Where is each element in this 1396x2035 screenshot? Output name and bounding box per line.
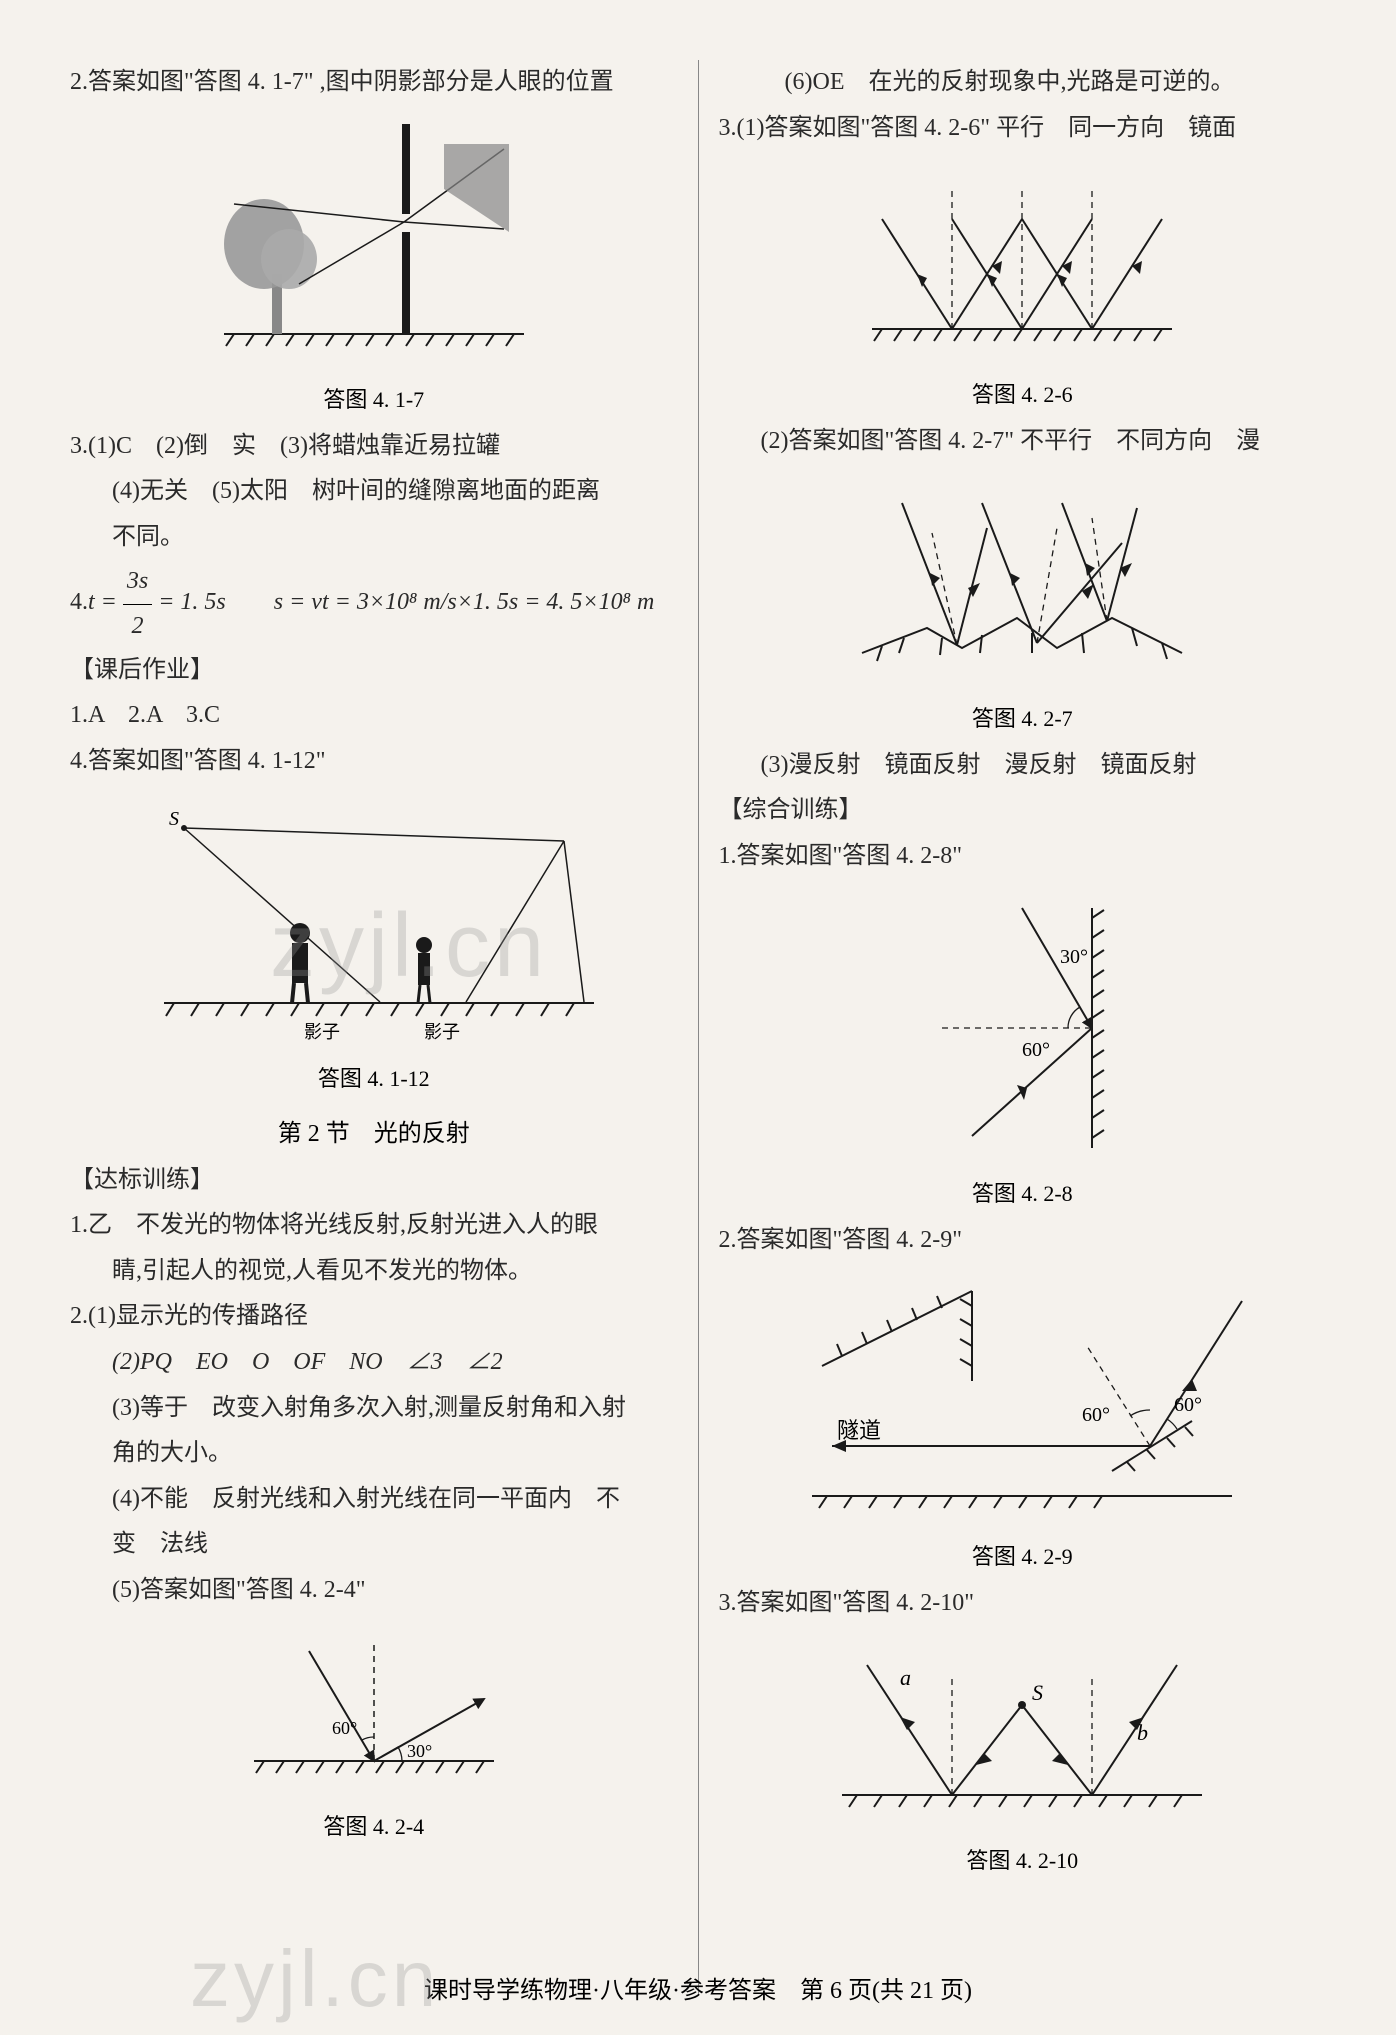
right-q6: (6)OE 在光的反射现象中,光路是可逆的。 bbox=[719, 60, 1327, 106]
right-q3-2: (2)答案如图"答图 4. 2-7" 不平行 不同方向 漫 bbox=[719, 419, 1327, 465]
dabiao-header: 【达标训练】 bbox=[70, 1158, 678, 1204]
fig-4-2-7-caption: 答图 4. 2-7 bbox=[719, 701, 1327, 733]
svg-text:30°: 30° bbox=[407, 1741, 432, 1761]
fig-4-2-8-caption: 答图 4. 2-8 bbox=[719, 1176, 1327, 1208]
figure-4-1-12: S 影子 影子 bbox=[70, 793, 678, 1053]
svg-text:b: b bbox=[1137, 1720, 1148, 1745]
svg-text:S: S bbox=[1032, 1680, 1043, 1705]
kh-4: 4.答案如图"答图 4. 1-12" bbox=[70, 739, 678, 785]
svg-text:影子: 影子 bbox=[424, 1022, 460, 1042]
left-q2: 2.答案如图"答图 4. 1-7" ,图中阴影部分是人眼的位置 bbox=[70, 60, 678, 106]
zh-3: 3.答案如图"答图 4. 2-10" bbox=[719, 1581, 1327, 1627]
right-q3-3: (3)漫反射 镜面反射 漫反射 镜面反射 bbox=[719, 743, 1327, 789]
db-2-1: 2.(1)显示光的传播路径 bbox=[70, 1294, 678, 1340]
left-q3-4: (4)无关 (5)太阳 树叶间的缝隙离地面的距离 bbox=[70, 469, 678, 515]
fig-4-1-12-caption: 答图 4. 1-12 bbox=[70, 1061, 678, 1093]
fig-4-2-4-caption: 答图 4. 2-4 bbox=[70, 1809, 678, 1841]
db-2-3a: (3)等于 改变入射角多次入射,测量反射角和入射 bbox=[70, 1386, 678, 1432]
figure-4-2-7 bbox=[719, 473, 1327, 693]
column-divider bbox=[698, 60, 699, 1995]
figure-4-2-10: S a b bbox=[719, 1635, 1327, 1835]
db-1a: 1.乙 不发光的物体将光线反射,反射光进入人的眼 bbox=[70, 1203, 678, 1249]
figure-4-1-7 bbox=[70, 114, 678, 374]
svg-text:60°: 60° bbox=[1174, 1394, 1202, 1416]
right-q3-1: 3.(1)答案如图"答图 4. 2-6" 平行 同一方向 镜面 bbox=[719, 106, 1327, 152]
figure-4-2-4: 60° 30° bbox=[70, 1621, 678, 1801]
zonghe-header: 【综合训练】 bbox=[719, 788, 1327, 834]
svg-text:60°: 60° bbox=[332, 1718, 357, 1738]
figure-4-2-8: 30° 60° bbox=[719, 888, 1327, 1168]
zh-1: 1.答案如图"答图 4. 2-8" bbox=[719, 834, 1327, 880]
db-2-2: (2)PQ EO O OF NO ∠3 ∠2 bbox=[70, 1340, 678, 1386]
svg-text:60°: 60° bbox=[1022, 1039, 1050, 1061]
fig-4-1-7-caption: 答图 4. 1-7 bbox=[70, 382, 678, 414]
fig-4-2-9-caption: 答图 4. 2-9 bbox=[719, 1539, 1327, 1571]
svg-text:60°: 60° bbox=[1082, 1404, 1110, 1426]
left-q3-1: 3.(1)C (2)倒 实 (3)将蜡烛靠近易拉罐 bbox=[70, 424, 678, 470]
figure-4-2-6 bbox=[719, 159, 1327, 369]
db-2-3b: 角的大小。 bbox=[70, 1431, 678, 1477]
svg-text:影子: 影子 bbox=[304, 1022, 340, 1042]
kehou-header: 【课后作业】 bbox=[70, 648, 678, 694]
fig-4-2-10-caption: 答图 4. 2-10 bbox=[719, 1843, 1327, 1875]
db-2-4b: 变 法线 bbox=[70, 1522, 678, 1568]
svg-text:S: S bbox=[169, 808, 179, 830]
svg-text:30°: 30° bbox=[1060, 946, 1088, 968]
zh-2: 2.答案如图"答图 4. 2-9" bbox=[719, 1218, 1327, 1264]
fig-4-2-6-caption: 答图 4. 2-6 bbox=[719, 377, 1327, 409]
db-1b: 睛,引起人的视觉,人看见不发光的物体。 bbox=[70, 1249, 678, 1295]
svg-text:隧道: 隧道 bbox=[837, 1418, 881, 1443]
db-2-4a: (4)不能 反射光线和入射光线在同一平面内 不 bbox=[70, 1477, 678, 1523]
kh-1: 1.A 2.A 3.C bbox=[70, 693, 678, 739]
page-footer: 课时导学练物理·八年级·参考答案 第 6 页(共 21 页) bbox=[0, 1970, 1396, 2005]
section-2-title: 第 2 节 光的反射 bbox=[70, 1113, 678, 1148]
left-q3-4b: 不同。 bbox=[70, 515, 678, 561]
db-2-5: (5)答案如图"答图 4. 2-4" bbox=[70, 1568, 678, 1614]
left-q4: 4.t = 3s2 = 1. 5s s = vt = 3×10⁸ m/s×1. … bbox=[70, 560, 678, 647]
svg-text:a: a bbox=[900, 1665, 911, 1690]
figure-4-2-9: 60° 60° 隧道 bbox=[719, 1271, 1327, 1531]
